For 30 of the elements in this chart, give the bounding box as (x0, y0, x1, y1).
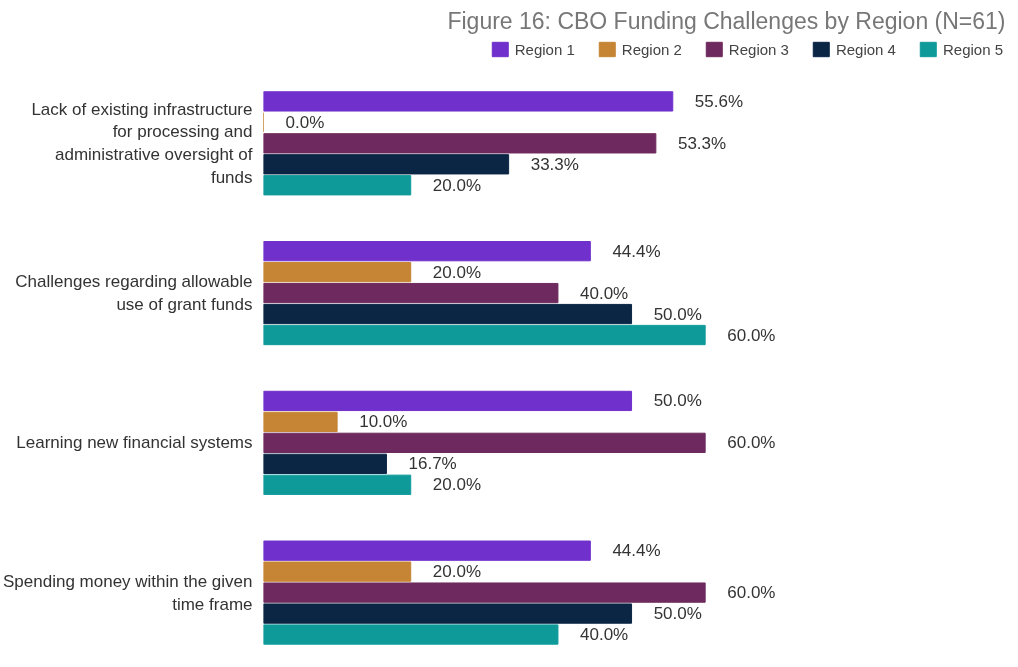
y-tick-label: Spending money within the given time frame (3, 571, 253, 614)
data-label: 60.0% (727, 583, 776, 603)
data-label: 50.0% (653, 391, 702, 411)
data-label: 50.0% (653, 604, 702, 624)
y-tick-label: Lack of existing infrastructure for processing and administrative oversight of funds (31, 99, 253, 188)
data-label: 10.0% (359, 412, 408, 432)
y-tick-label: Learning new financial systems (16, 433, 253, 453)
data-label: 40.0% (580, 625, 629, 645)
y-tick-label: Challenges regarding allowable use of grant funds (15, 272, 253, 314)
legend-label: Region 5 (942, 40, 1003, 58)
data-label: 16.7% (408, 454, 457, 474)
data-label: 53.3% (677, 133, 727, 153)
data-label: 60.0% (727, 325, 776, 345)
data-label: 0.0% (285, 112, 325, 132)
data-label: 60.0% (727, 433, 776, 453)
data-label: 55.6% (694, 91, 744, 111)
data-label: 40.0% (580, 283, 629, 303)
data-label: 33.3% (530, 154, 579, 174)
legend-label: Region 4 (835, 40, 896, 58)
data-label: 50.0% (653, 304, 702, 324)
data-label: 20.0% (432, 562, 482, 582)
legend-label: Region 3 (728, 40, 789, 58)
data-label: 20.0% (432, 175, 482, 195)
legend-label: Region 2 (621, 40, 682, 58)
chart-title: Figure 16: CBO Funding Challenges by Region (N=61) (447, 7, 1006, 34)
data-label: 20.0% (432, 475, 482, 495)
data-label: 44.4% (612, 541, 661, 561)
legend-label: Region 1 (514, 40, 575, 58)
data-label: 44.4% (612, 241, 661, 261)
data-label: 20.0% (432, 262, 482, 282)
